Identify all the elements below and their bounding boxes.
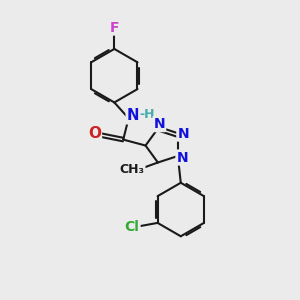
Text: N: N	[127, 108, 140, 123]
Text: Cl: Cl	[124, 220, 139, 234]
Text: N: N	[154, 117, 165, 131]
Text: N: N	[177, 127, 189, 141]
Text: O: O	[88, 126, 101, 141]
Text: F: F	[110, 20, 119, 34]
Text: N: N	[176, 151, 188, 164]
Text: -H: -H	[139, 108, 155, 121]
Text: CH₃: CH₃	[119, 164, 145, 176]
